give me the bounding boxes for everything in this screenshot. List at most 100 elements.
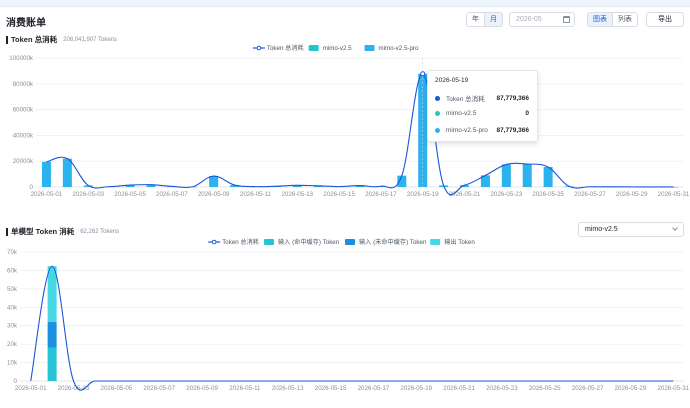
x-tick-label: 2026-05-09 (198, 191, 230, 198)
legend-item: Token 总消耗 (252, 44, 304, 52)
bar (292, 185, 302, 187)
model-section-title: 单模型 Token 消耗 62,262 Tokens (6, 226, 119, 237)
model-token-chart: 0 10k 20k 30k 40k 50k 60k 70k 2026-05-01 2026-05-… (7, 238, 690, 392)
tooltip-label: Token 总消耗 (446, 96, 485, 103)
x-tick-label: 2026-05-19 (400, 385, 432, 392)
month-picker-placeholder: 2026-05 (516, 16, 542, 23)
x-tick-label: 2026-05-31 (657, 385, 689, 392)
model-chart-title: 单模型 Token 消耗 (11, 227, 75, 236)
toolbar: 年 月 2026-05 图表 列表 导出 (466, 12, 684, 27)
y-tick-label: 60000k (13, 107, 34, 114)
legend-swatch (345, 239, 355, 245)
x-tick-label: 2026-05-19 (407, 191, 439, 198)
bar (62, 158, 72, 187)
legend-item: Token 总消耗 (208, 238, 259, 246)
bar (209, 176, 219, 187)
legend-label: mimo-v2.5-pro (379, 45, 419, 52)
title-accent-bar (6, 227, 8, 236)
x-tick-label: 2026-05-17 (365, 191, 397, 198)
y-tick-label: 40000k (13, 132, 34, 139)
model-select[interactable]: mimo-v2.5 (578, 222, 684, 237)
y-tick-label: 50k (7, 286, 18, 293)
export-button[interactable]: 导出 (646, 12, 684, 27)
title-accent-bar (6, 35, 8, 44)
y-tick-label: 100000k (9, 55, 34, 62)
legend-swatch (430, 239, 441, 245)
bar (47, 322, 57, 348)
x-tick-label: 2026-05-17 (358, 385, 390, 392)
legend-item: 输入 (命中缓存) Token (264, 238, 340, 246)
y-tick-label: 20000k (13, 158, 34, 165)
chart-tooltip: 2026-05-19 Token 总消耗 87,779,366 mimo-v2.… (427, 70, 538, 142)
y-tick-label: 60k (7, 267, 18, 274)
period-month-button[interactable]: 月 (484, 13, 502, 26)
legend-label: 输入 (未命中缓存) Token (359, 238, 427, 246)
legend-item: mimo-v2.5-pro (364, 45, 419, 52)
period-year-button[interactable]: 年 (467, 13, 484, 26)
bar (41, 161, 51, 187)
x-tick-label: 2026-05-25 (529, 385, 561, 392)
legend-swatch (308, 45, 319, 51)
tooltip-date: 2026-05-19 (435, 77, 469, 84)
bar (501, 164, 511, 187)
view-chart-button[interactable]: 图表 (588, 13, 612, 26)
period-toggle: 年 月 (466, 12, 503, 27)
bar (47, 266, 57, 323)
x-tick-label: 2026-05-11 (229, 385, 261, 392)
y-tick-label: 80000k (13, 81, 34, 88)
bar (47, 347, 57, 381)
legend-label: Token 总消耗 (222, 238, 259, 246)
bar (83, 185, 93, 187)
y-tick-label: 40k (7, 304, 18, 311)
y-tick-label: 20k (7, 341, 18, 348)
bar (146, 184, 156, 187)
tooltip-value: 0 (525, 110, 529, 117)
model-select-value: mimo-v2.5 (585, 226, 618, 233)
top-banner (0, 0, 690, 7)
view-list-button[interactable]: 列表 (612, 13, 637, 26)
bar (522, 164, 532, 187)
x-tick-label: 2026-05-29 (616, 191, 648, 198)
x-tick-label: 2026-05-15 (323, 191, 355, 198)
legend-dot (435, 95, 440, 101)
x-tick-label: 2026-05-07 (143, 385, 175, 392)
x-tick-label: 2026-05-31 (658, 191, 690, 198)
x-tick-label: 2026-05-05 (114, 191, 146, 198)
legend-label: 输出 Token (444, 238, 475, 246)
page-title: 消费账单 (6, 18, 46, 29)
bar (397, 175, 407, 187)
x-tick-label: 2026-05-13 (281, 191, 313, 198)
total-chart-title: Token 总消耗 (11, 35, 58, 44)
y-tick-label: 0 (14, 378, 18, 385)
total-line (46, 73, 674, 196)
legend-swatch (364, 45, 375, 51)
legend-swatch (264, 239, 274, 245)
x-tick-label: 2026-05-01 (31, 191, 63, 198)
bar (125, 185, 135, 187)
calendar-icon (563, 16, 570, 23)
bar (230, 185, 240, 187)
month-picker[interactable]: 2026-05 (509, 12, 575, 27)
legend-line-marker (256, 45, 262, 51)
legend-item: mimo-v2.5 (308, 45, 352, 52)
legend-item: 输入 (未命中缓存) Token (345, 238, 427, 246)
x-tick-label: 2026-05-25 (532, 191, 564, 198)
model-chart-subtitle: 62,262 Tokens (80, 228, 120, 235)
y-tick-label: 0 (30, 184, 34, 191)
legend-item: 输出 Token (430, 238, 475, 246)
tooltip-row-total: Token 总消耗 87,779,366 (435, 93, 529, 103)
x-tick-label: 2026-05-13 (272, 385, 304, 392)
x-tick-label: 2026-05-29 (615, 385, 647, 392)
legend-dot (435, 128, 440, 133)
x-tick-label: 2026-05-21 (443, 385, 475, 392)
y-tick-label: 30k (7, 323, 18, 330)
legend-label: Token 总消耗 (267, 44, 304, 52)
x-tick-label: 2026-05-27 (572, 385, 604, 392)
x-tick-label: 2026-05-23 (490, 191, 522, 198)
legend-label: 输入 (命中缓存) Token (278, 238, 340, 246)
bar (313, 185, 323, 187)
bar (355, 185, 365, 187)
x-tick-label: 2026-05-03 (72, 191, 104, 198)
bar (543, 167, 553, 187)
x-tick-label: 2026-05-27 (574, 191, 606, 198)
